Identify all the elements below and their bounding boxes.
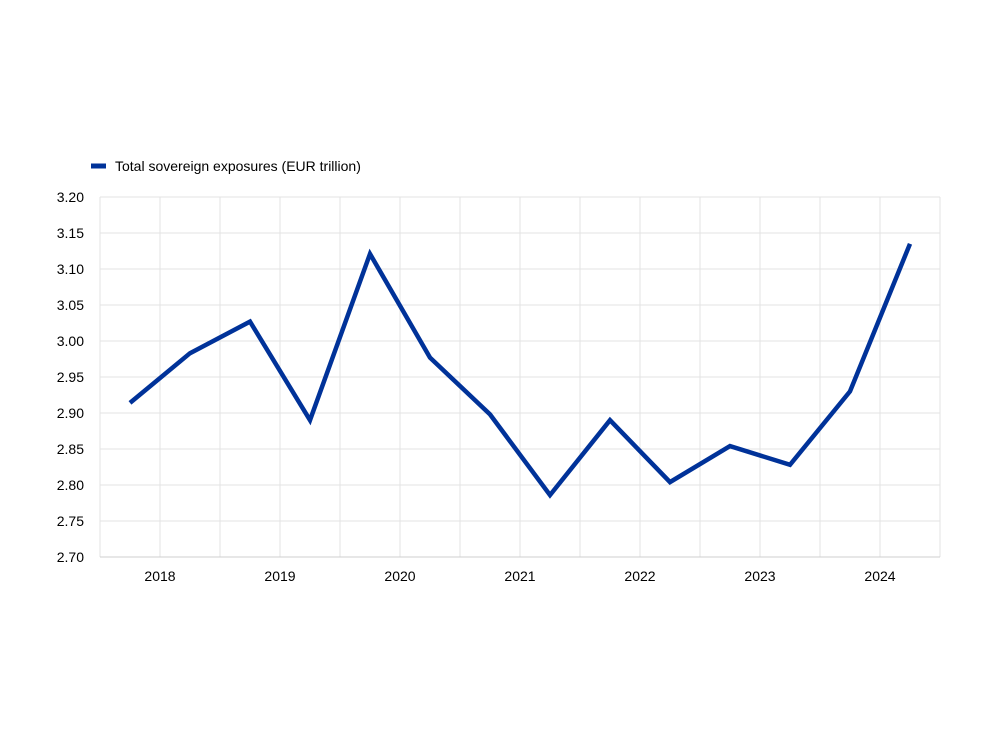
x-tick-label: 2020 — [384, 568, 415, 584]
x-tick-label: 2023 — [744, 568, 775, 584]
y-tick-label: 3.15 — [57, 225, 84, 241]
x-tick-label: 2019 — [264, 568, 295, 584]
x-tick-label: 2024 — [864, 568, 895, 584]
y-tick-label: 3.20 — [57, 189, 84, 205]
y-tick-label: 3.00 — [57, 333, 84, 349]
y-tick-label: 3.05 — [57, 297, 84, 313]
y-tick-label: 2.75 — [57, 513, 84, 529]
legend: Total sovereign exposures (EUR trillion) — [91, 158, 361, 174]
x-tick-label: 2022 — [624, 568, 655, 584]
y-tick-label: 2.95 — [57, 369, 84, 385]
y-tick-label: 3.10 — [57, 261, 84, 277]
y-tick-label: 2.80 — [57, 477, 84, 493]
x-tick-label: 2021 — [504, 568, 535, 584]
x-tick-label: 2018 — [144, 568, 175, 584]
axes: 2.70 2.75 2.80 2.85 2.90 2.95 3.00 3.05 3.10 3.15… — [57, 189, 940, 584]
y-tick-label: 2.85 — [57, 441, 84, 457]
series-layer — [128, 242, 913, 499]
series-line — [128, 242, 913, 499]
y-tick-label: 2.70 — [57, 549, 84, 565]
legend-label: Total sovereign exposures (EUR trillion) — [115, 158, 361, 174]
grid — [99, 196, 941, 557]
y-tick-label: 2.90 — [57, 405, 84, 421]
